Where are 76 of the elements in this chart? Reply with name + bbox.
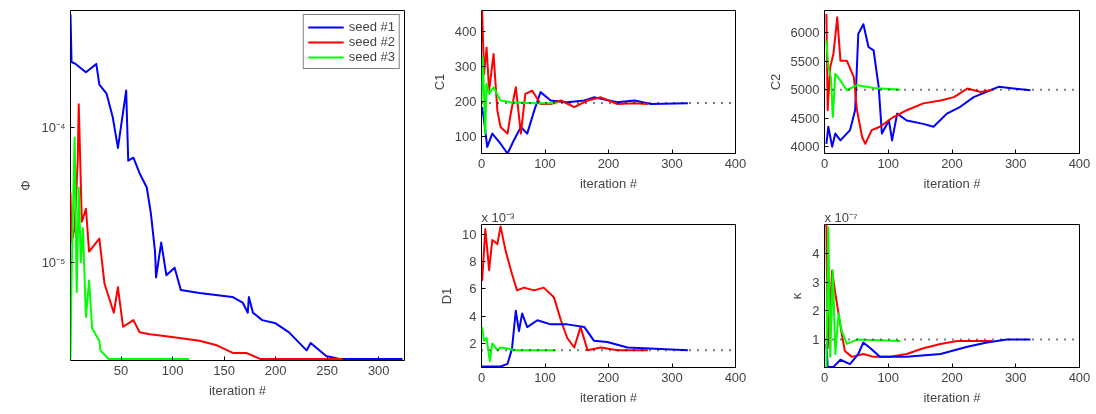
- legend-label: seed #3: [348, 49, 395, 64]
- y-tick-label: 4000: [790, 139, 820, 155]
- y-tick-label: 5500: [790, 53, 820, 69]
- x-tick-label: 200: [941, 369, 963, 385]
- y-tick-label: 200: [454, 93, 477, 109]
- x-tick-label: 300: [367, 362, 390, 378]
- line-series: [481, 91, 689, 154]
- x-tick-label: 400: [1068, 369, 1091, 385]
- y-axis-title: D1: [439, 287, 455, 305]
- x-tick-label: 400: [1068, 155, 1091, 171]
- line-series: [481, 56, 559, 135]
- x-tick-label: 400: [724, 155, 747, 171]
- y-tick-label: 100: [454, 128, 477, 144]
- y-tick-label: 400: [454, 23, 477, 39]
- x-tick-label: 100: [161, 362, 184, 378]
- x-tick-label: 250: [316, 362, 339, 378]
- y-tick-label: 4: [469, 308, 477, 324]
- y-tick-label: 300: [454, 58, 477, 74]
- x-tick-label: 200: [941, 155, 963, 171]
- annotation: x 10⁻³: [481, 209, 516, 225]
- x-tick-label: 300: [1004, 155, 1027, 171]
- line-series: [825, 338, 1032, 368]
- x-tick-label: 100: [534, 155, 556, 171]
- x-axis-title: iteration #: [208, 382, 267, 398]
- x-tick-label: 150: [213, 362, 235, 378]
- x-tick-label: 200: [597, 155, 620, 171]
- y-tick-label: 4500: [790, 110, 820, 126]
- line-series: [825, 23, 1032, 148]
- x-tick-label: 200: [597, 369, 620, 385]
- y-tick-label: 6000: [790, 25, 820, 41]
- line-series: [481, 225, 649, 352]
- y-tick-label: 10: [462, 227, 477, 243]
- text: x 10⁻⁷: [824, 209, 859, 225]
- legend-label: seed #1: [348, 19, 395, 34]
- x-axis-title: iteration #: [579, 175, 638, 191]
- x-tick-label: 100: [877, 369, 900, 385]
- x-tick-label: 400: [724, 369, 747, 385]
- x-tick-label: 100: [877, 155, 900, 171]
- x-tick-label: 200: [264, 362, 287, 378]
- legend-label: seed #2: [348, 34, 395, 49]
- x-tick-label: 0: [477, 155, 486, 171]
- line-series: [825, 226, 902, 368]
- line-series: [70, 103, 344, 360]
- y-tick-label: 10⁻⁴: [41, 120, 66, 136]
- y-axis-title: C1: [431, 73, 447, 91]
- y-tick-label: 2: [469, 335, 477, 351]
- y-tick-label: 4: [812, 245, 820, 261]
- x-axis-title: iteration #: [579, 389, 638, 405]
- line-series: [70, 136, 191, 360]
- y-tick-label: 8: [469, 254, 477, 270]
- x-tick-label: 0: [820, 369, 829, 385]
- x-tick-label: 50: [113, 362, 129, 378]
- y-tick-label: 3: [812, 274, 820, 290]
- x-axis-title: iteration #: [923, 175, 982, 191]
- x-tick-label: 300: [1004, 369, 1027, 385]
- y-tick-label: 2: [812, 303, 820, 319]
- x-tick-label: 300: [661, 155, 683, 171]
- y-axis-title: κ: [789, 292, 805, 300]
- line-series: [481, 10, 649, 135]
- y-tick-label: 10⁻⁵: [41, 254, 66, 270]
- y-axis-title: Φ: [18, 180, 34, 191]
- y-tick-label: 1: [812, 332, 820, 348]
- x-tick-label: 300: [661, 369, 683, 385]
- line-series: [825, 12, 994, 145]
- line-series: [825, 39, 902, 119]
- y-tick-label: 6: [469, 281, 477, 297]
- x-tick-label: 100: [534, 369, 556, 385]
- y-tick-label: 5000: [790, 82, 820, 98]
- x-tick-label: 0: [820, 155, 829, 171]
- y-axis-title: C2: [767, 73, 783, 91]
- line-series: [825, 224, 994, 358]
- x-axis-title: iteration #: [923, 389, 982, 405]
- line-series: [481, 309, 689, 368]
- x-tick-label: 0: [477, 369, 486, 385]
- line-series: [70, 13, 404, 360]
- line-series: [481, 326, 557, 363]
